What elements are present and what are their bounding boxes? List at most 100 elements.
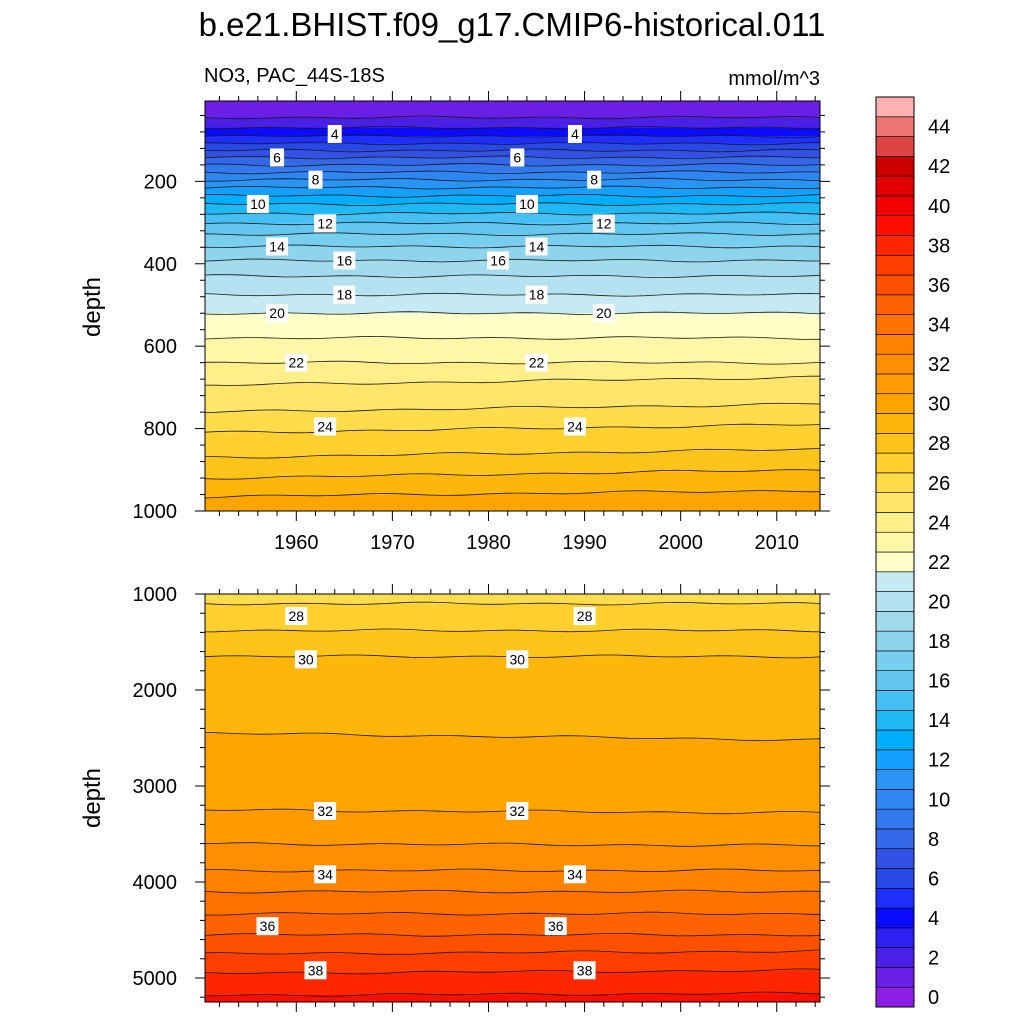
upper-panel-contour-label: 6	[513, 149, 521, 165]
upper-panel-contour-line	[205, 177, 820, 182]
colorbar-box	[875, 433, 915, 454]
lower-panel-contour-label-bg	[294, 650, 317, 669]
colorbar-box	[875, 314, 915, 335]
upper-panel-contour-line	[205, 274, 820, 278]
lower-panel-contour-label: 30	[298, 651, 314, 667]
upper-panel-contour-label-bg	[515, 195, 538, 214]
upper-panel-contour-label: 16	[490, 252, 506, 268]
upper-panel-contour-label-bg	[510, 148, 525, 167]
lower-y-axis-label: depth	[79, 768, 106, 828]
colorbar-box	[875, 452, 915, 474]
colorbar-box	[875, 235, 915, 256]
upper-panel-contour-label: 12	[317, 215, 333, 231]
colorbar-box	[875, 611, 915, 632]
upper-panel-contour-label: 18	[529, 287, 545, 303]
colorbar-box	[875, 215, 915, 236]
upper-panel-contour-line	[205, 292, 820, 297]
upper-panel-contour-line	[205, 185, 820, 190]
figure-title: b.e21.BHIST.f09_g17.CMIP6-historical.011	[199, 6, 826, 43]
colorbar-tick-label: 44	[928, 117, 950, 139]
panel-subtitle-left: NO3, PAC_44S-18S	[204, 65, 385, 87]
lower-panel-contour-label-bg	[573, 961, 596, 980]
lower-contour-plot: 28 28 30 30 32 32 34 34 36 36 38 38 1000 2000 3000 4000…	[133, 584, 830, 1012]
colorbar-tick-label: 4	[928, 908, 939, 930]
lower-panel-contour-label-bg	[285, 607, 308, 626]
upper-panel-contour-label: 14	[529, 238, 545, 254]
colorbar-tick-label: 2	[928, 948, 939, 970]
colorbar: 0246810121416182022242628303234363840424…	[875, 96, 950, 1009]
upper-panel-contour-label: 16	[337, 252, 353, 268]
colorbar-box	[875, 848, 915, 869]
colorbar-box	[875, 927, 915, 948]
colorbar-tick-label: 10	[928, 789, 950, 811]
colorbar-box	[875, 571, 915, 592]
lower-panel-contour-label-bg	[304, 961, 327, 980]
lower-panel-y-tick-label: 4000	[133, 872, 178, 894]
lower-panel-contour-label-bg	[544, 917, 567, 936]
upper-panel-contour-label-bg	[314, 214, 337, 233]
colorbar-box	[875, 413, 915, 434]
colorbar-box	[875, 294, 915, 315]
lower-panel-y-tick-label: 1000	[133, 584, 178, 606]
upper-panel-fill-band	[205, 490, 820, 511]
colorbar-box	[875, 156, 915, 177]
panel-units-label: mmol/m^3	[728, 68, 820, 90]
colorbar-box	[875, 175, 915, 197]
lower-panel-contour-label-bg	[314, 865, 337, 884]
lower-panel-contour-label: 28	[577, 608, 593, 624]
upper-panel-contour-line	[205, 232, 820, 237]
colorbar-box	[875, 373, 915, 395]
upper-panel-contour-line	[205, 221, 820, 226]
colorbar-box	[875, 670, 915, 691]
lower-panel-y-tick-label: 2000	[133, 680, 178, 702]
colorbar-box	[875, 512, 915, 533]
upper-panel-contour-line	[205, 202, 820, 206]
lower-panel-contour-line	[205, 889, 820, 894]
upper-panel-contour-label-bg	[525, 285, 548, 304]
lower-panel-frame	[204, 593, 821, 1003]
upper-panel-contour-label: 20	[596, 305, 612, 321]
colorbar-box	[875, 808, 915, 830]
colorbar-tick-label: 32	[928, 354, 950, 376]
upper-panel-contour-label: 4	[331, 126, 339, 142]
colorbar-box	[875, 274, 915, 296]
upper-panel-contour-label-bg	[333, 251, 356, 270]
upper-panel-contour-line	[205, 170, 820, 175]
upper-panel-contour-label: 24	[317, 419, 333, 435]
lower-panel-fill: 28 28 30 30 32 32 34 34 36 36 38 38	[205, 594, 820, 1002]
colorbar-tick-label: 30	[928, 394, 950, 416]
colorbar-box	[875, 907, 915, 929]
upper-panel-contour-label-bg	[308, 170, 323, 189]
upper-panel-contour-label: 8	[312, 172, 320, 188]
colorbar-box	[875, 591, 915, 612]
colorbar-box	[875, 472, 915, 493]
colorbar-frame	[875, 96, 915, 1008]
upper-panel-contour-line	[205, 490, 820, 499]
upper-panel-contour-label-bg	[266, 237, 289, 256]
upper-panel-contour-line	[205, 375, 820, 386]
upper-panel-contour-line	[205, 134, 820, 138]
upper-panel-contour-line	[205, 335, 820, 340]
upper-panel-contour-label: 14	[269, 238, 285, 254]
upper-panel-contour-label-bg	[567, 124, 582, 143]
colorbar-box	[875, 393, 915, 414]
colorbar-box	[875, 96, 915, 118]
colorbar-box	[875, 650, 915, 671]
upper-panel-contour-line	[205, 141, 820, 146]
lower-panel-contour-label: 32	[510, 803, 526, 819]
upper-panel-contour-label-bg	[592, 214, 615, 233]
upper-panel-contour-line	[205, 125, 820, 130]
upper-panel-contour-line	[205, 211, 820, 216]
colorbar-box	[875, 254, 915, 276]
upper-panel-y-tick-label: 400	[144, 254, 177, 276]
colorbar-box	[875, 868, 915, 889]
lower-panel-contour-line	[205, 732, 820, 742]
colorbar-box	[875, 789, 915, 810]
lower-panel-contour-label-bg	[563, 865, 586, 884]
colorbar-tick-label: 8	[928, 829, 939, 851]
lower-panel-contour-label: 34	[567, 866, 583, 882]
colorbar-box	[875, 690, 915, 711]
upper-panel-contour-label: 8	[590, 172, 598, 188]
lower-panel-contour-line	[205, 991, 820, 997]
